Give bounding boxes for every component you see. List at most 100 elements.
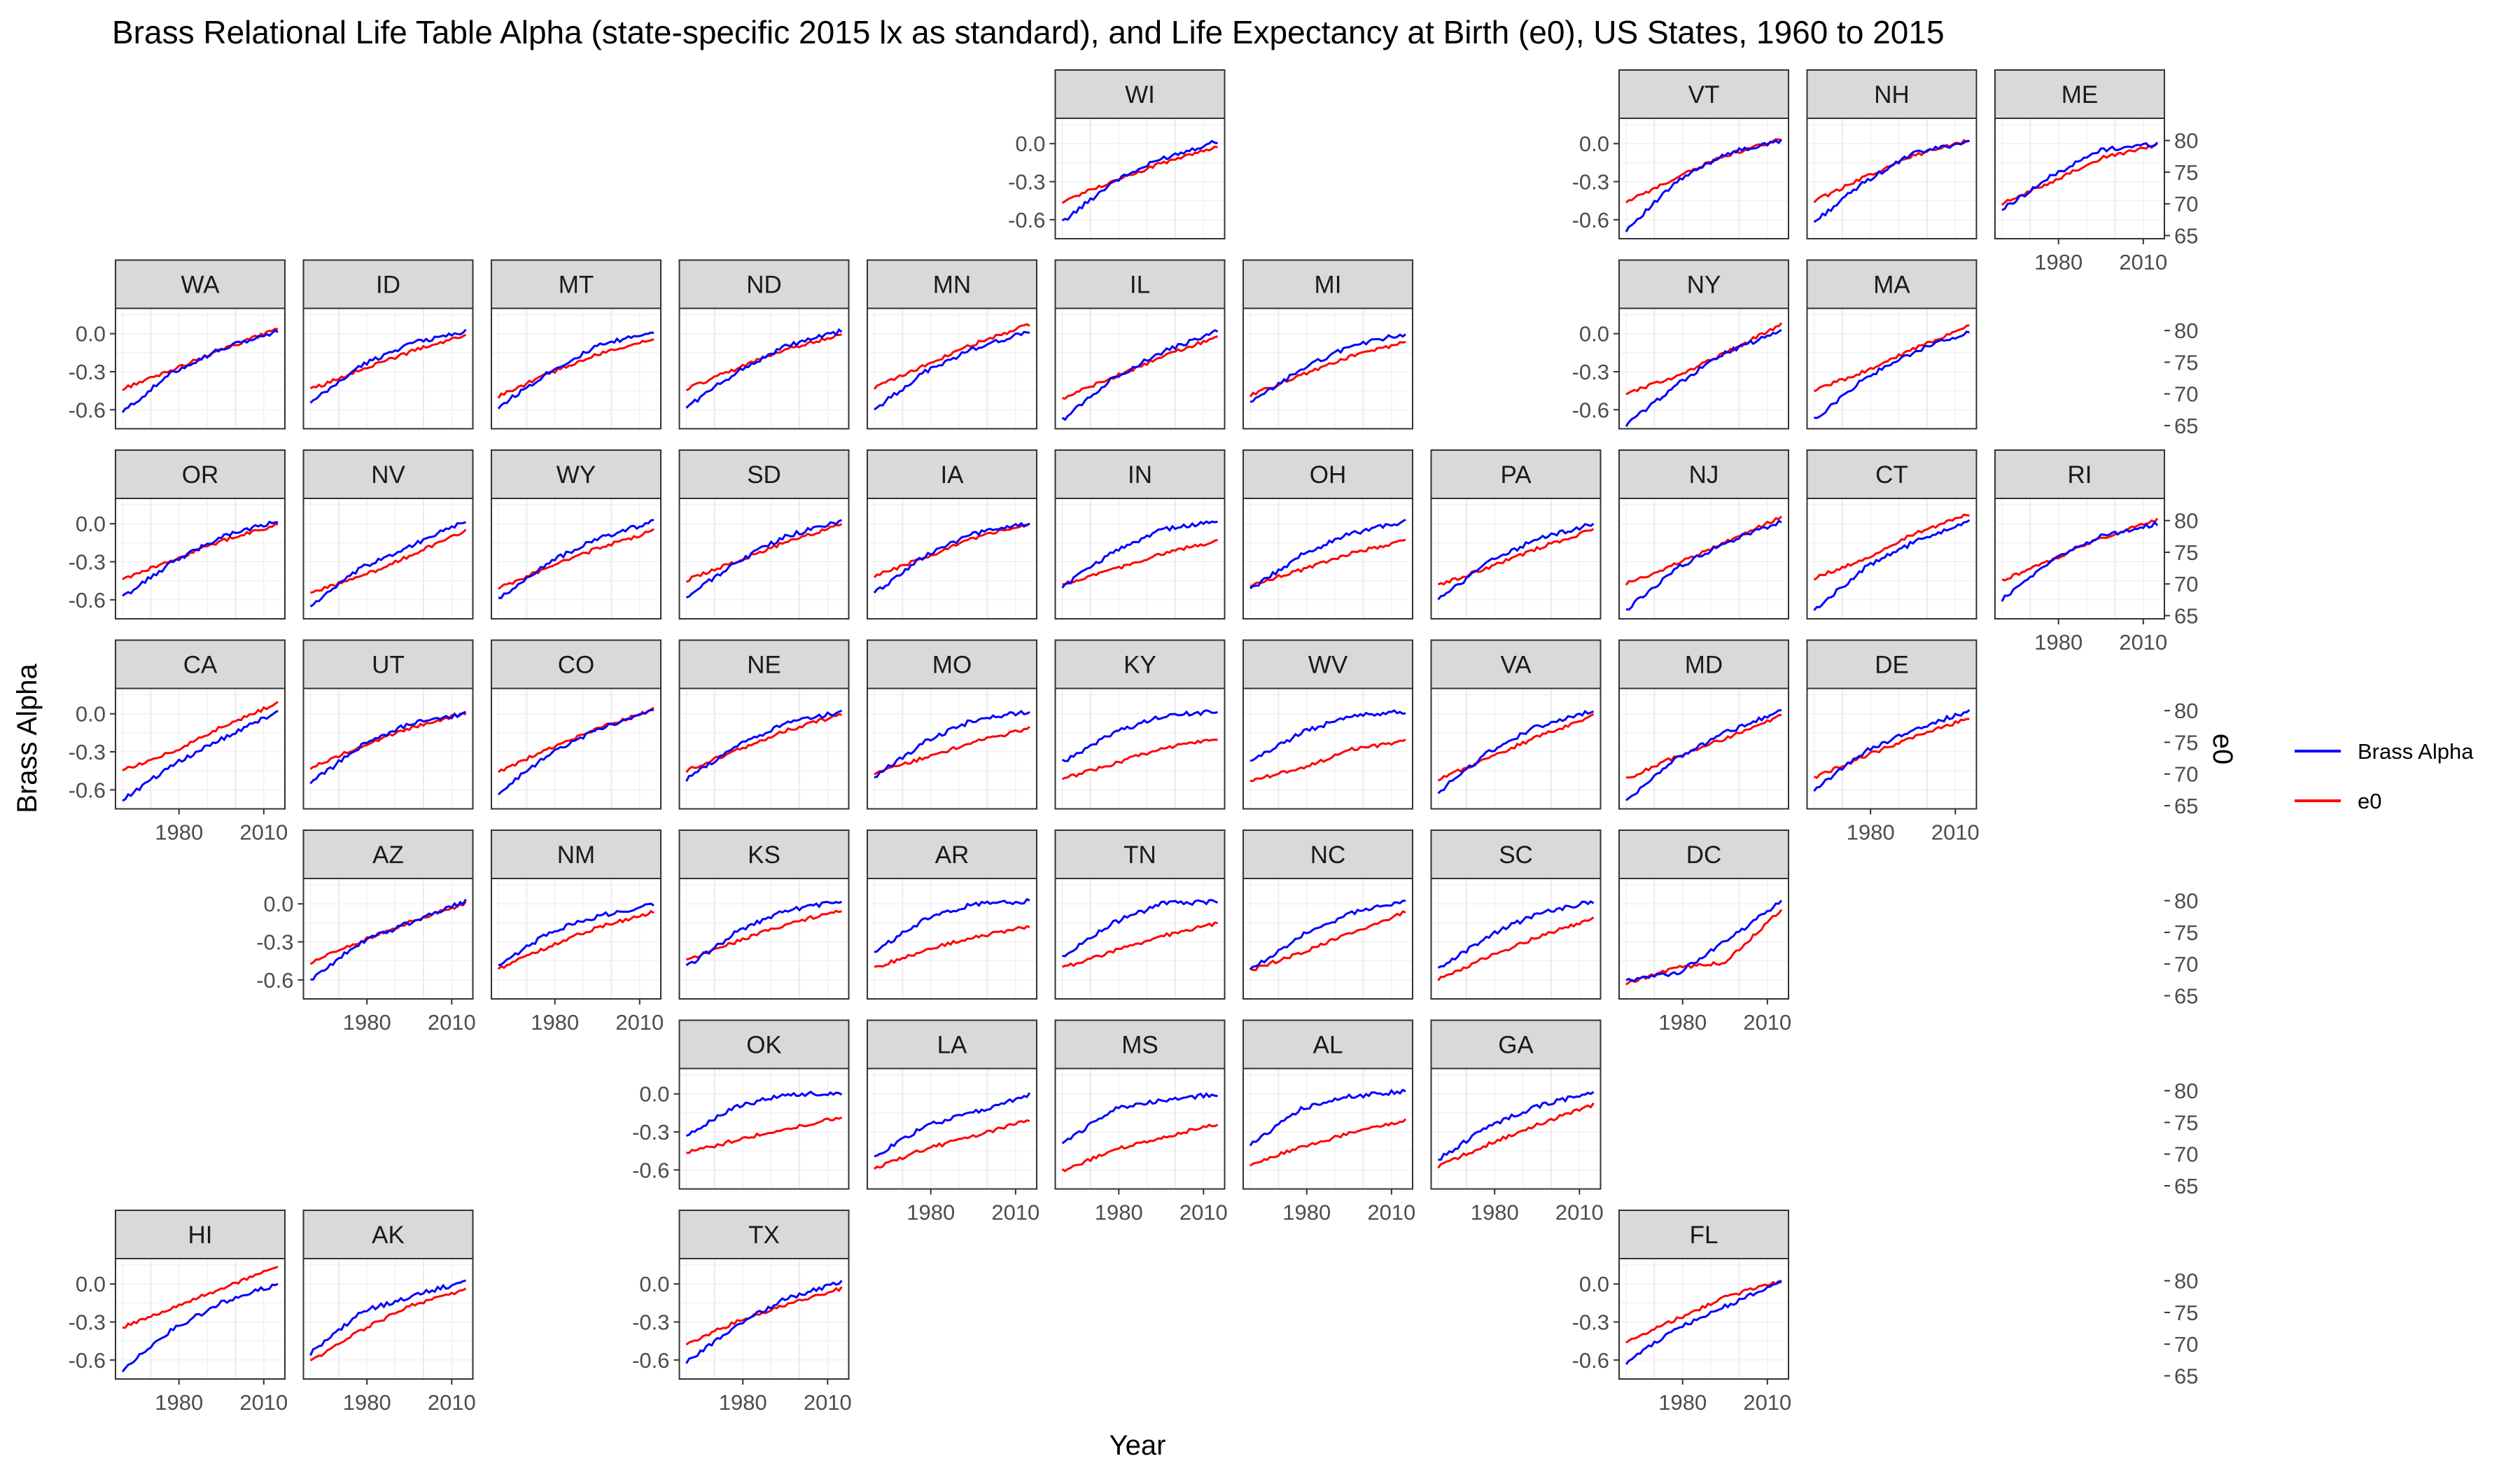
plot-area	[303, 1259, 473, 1379]
strip-la	[867, 1019, 1037, 1070]
panel-mt: MT	[491, 259, 662, 430]
x-tick-label: 2010	[991, 1200, 1040, 1225]
line-brass-alpha-nm	[498, 902, 654, 967]
plot-area	[303, 878, 473, 999]
plot-area	[1243, 308, 1413, 429]
x-tick-label: 1980	[343, 1010, 391, 1035]
line-e0-ne	[685, 713, 842, 774]
line-e0-sd	[686, 523, 843, 583]
panel-border	[491, 498, 662, 620]
panel-border	[1054, 118, 1226, 239]
strip-label-ak: AK	[372, 1222, 405, 1249]
strip-label-md: MD	[1685, 652, 1723, 679]
plot-area	[867, 1068, 1037, 1189]
plot-area	[679, 1259, 849, 1379]
x-tick-label: 2010	[804, 1390, 852, 1415]
panel-nj: NJ	[1618, 449, 1789, 620]
panel-oh: OH	[1242, 449, 1413, 620]
panel-ak: AK 1980 2010	[302, 1210, 476, 1415]
line-brass-alpha-id	[309, 328, 467, 404]
line-e0-de	[1813, 718, 1970, 779]
strip-label-hi: HI	[188, 1222, 213, 1249]
strip-label-id: ID	[376, 272, 400, 299]
y-tick-label: -0.3	[1572, 360, 1609, 384]
y-right-tick-label: 80	[2174, 889, 2198, 913]
line-e0-ma	[1813, 324, 1970, 393]
line-brass-alpha-pa	[1437, 522, 1595, 601]
panel-ga: GA 1980 2010	[1430, 1019, 1604, 1225]
panel-wi: WI 0.0 -0.3 -0.6	[1008, 69, 1226, 239]
panel-al: AL 1980 2010	[1242, 1019, 1415, 1225]
panel-border	[1806, 307, 1977, 430]
panel-border	[1054, 878, 1226, 1000]
panel-border	[867, 878, 1037, 1000]
panel-nd: ND	[678, 259, 850, 430]
y-right-tick-label: 65	[2174, 414, 2198, 438]
strip-label-oh: OH	[1310, 461, 1347, 489]
panel-border	[1242, 878, 1413, 1000]
panel-border	[1806, 687, 1977, 810]
facet-panels: WI 0.0 -0.3 -0.6 VT 0.0 -0.3 -0.6 NH ME 1980 2010 WA…	[69, 69, 2198, 1415]
line-brass-alpha-ok	[686, 1090, 843, 1137]
line-brass-alpha-me	[2001, 141, 2159, 211]
strip-label-mi: MI	[1315, 272, 1342, 299]
y-tick-label: -0.3	[632, 1310, 669, 1335]
strip-nh	[1806, 69, 1977, 119]
strip-label-nv: NV	[371, 461, 405, 489]
plot-area	[1431, 1068, 1601, 1189]
line-e0-ny	[1625, 322, 1783, 396]
line-e0-ca	[122, 701, 279, 771]
plot-area	[115, 498, 285, 619]
x-tick-label: 2010	[428, 1390, 476, 1415]
panel-border	[302, 1258, 474, 1380]
panel-border	[1994, 118, 2165, 239]
y-right-tick-label: 75	[2174, 350, 2198, 374]
plot-area	[679, 308, 849, 429]
legend-label-e0: e0	[2358, 789, 2381, 813]
y-tick-label: -0.6	[632, 1348, 669, 1373]
strip-label-ri: RI	[2068, 461, 2092, 489]
line-e0-md	[1625, 713, 1782, 779]
panel-ny: NY 0.0 -0.3 -0.6	[1572, 259, 1789, 430]
strip-ct	[1806, 449, 1977, 499]
panel-ct: CT	[1806, 449, 1977, 620]
strip-label-mn: MN	[933, 272, 971, 299]
line-brass-alpha-mn	[874, 330, 1030, 411]
y-tick-label: 0.0	[76, 702, 106, 727]
panel-border	[867, 498, 1037, 620]
panel-border	[115, 687, 286, 810]
plot-area	[1619, 878, 1788, 999]
y-right-tick-label: 65	[2174, 603, 2198, 628]
panel-me: ME 1980 2010	[1994, 69, 2167, 274]
plot-area	[867, 498, 1037, 619]
plot-area	[1619, 1259, 1788, 1379]
line-brass-alpha-nh	[1813, 140, 1970, 223]
strip-hi	[115, 1210, 286, 1259]
x-tick-label: 1980	[2034, 630, 2082, 654]
y-right-tick-label: 80	[2174, 509, 2198, 533]
right-axis-row-2: 80 75 70 65	[2164, 509, 2198, 628]
panel-mn: MN	[867, 259, 1037, 430]
line-e0-mo	[874, 726, 1030, 776]
plot-area	[491, 308, 661, 429]
strip-label-wy: WY	[556, 461, 596, 489]
panel-border	[1618, 687, 1789, 810]
panel-ia: IA	[867, 449, 1037, 620]
x-tick-label: 1980	[1471, 1200, 1519, 1225]
line-brass-alpha-tn	[1062, 899, 1219, 958]
plot-area	[1431, 498, 1601, 619]
plot-area	[1619, 118, 1788, 239]
panel-hi: HI 0.0 -0.3 -0.6 1980 2010	[69, 1210, 288, 1415]
y-tick-label: -0.6	[1572, 1348, 1609, 1373]
strip-ne	[678, 639, 850, 690]
panel-fl: FL 0.0 -0.3 -0.6 1980 2010	[1572, 1210, 1791, 1415]
right-axis-row-1: 80 75 70 65	[2164, 318, 2198, 438]
y-right-tick-label: 80	[2174, 1079, 2198, 1103]
plot-area	[1055, 498, 1225, 619]
y-tick-label: 0.0	[639, 1082, 669, 1107]
strip-label-il: IL	[1130, 272, 1150, 299]
panel-border	[1618, 118, 1789, 239]
panel-sd: SD	[678, 449, 850, 620]
strip-label-in: IN	[1128, 461, 1152, 489]
panel-ky: KY	[1054, 639, 1226, 810]
